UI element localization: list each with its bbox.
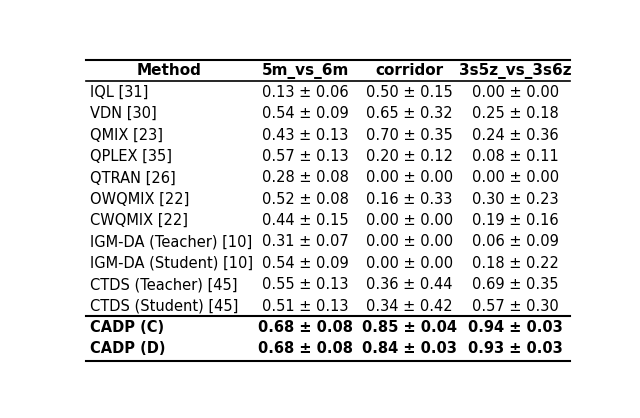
- Text: 0.06 ± 0.09: 0.06 ± 0.09: [472, 234, 559, 250]
- Text: IGM-DA (Student) [10]: IGM-DA (Student) [10]: [90, 256, 253, 271]
- Text: 0.18 ± 0.22: 0.18 ± 0.22: [472, 256, 559, 271]
- Text: 0.70 ± 0.35: 0.70 ± 0.35: [365, 127, 452, 143]
- Text: 0.00 ± 0.00: 0.00 ± 0.00: [365, 171, 452, 185]
- Text: corridor: corridor: [375, 64, 443, 79]
- Text: 0.68 ± 0.08: 0.68 ± 0.08: [257, 342, 353, 357]
- Text: 3s5z_vs_3s6z: 3s5z_vs_3s6z: [460, 63, 572, 79]
- Text: 0.30 ± 0.23: 0.30 ± 0.23: [472, 192, 559, 207]
- Text: 0.57 ± 0.13: 0.57 ± 0.13: [262, 149, 348, 164]
- Text: CADP (C): CADP (C): [90, 320, 164, 335]
- Text: 0.50 ± 0.15: 0.50 ± 0.15: [365, 85, 452, 100]
- Text: QPLEX [35]: QPLEX [35]: [90, 149, 172, 164]
- Text: 0.00 ± 0.00: 0.00 ± 0.00: [472, 85, 559, 100]
- Text: 0.24 ± 0.36: 0.24 ± 0.36: [472, 127, 559, 143]
- Text: CWQMIX [22]: CWQMIX [22]: [90, 213, 188, 228]
- Text: CTDS (Teacher) [45]: CTDS (Teacher) [45]: [90, 277, 237, 292]
- Text: 0.25 ± 0.18: 0.25 ± 0.18: [472, 106, 559, 121]
- Text: 0.19 ± 0.16: 0.19 ± 0.16: [472, 213, 559, 228]
- Text: 0.57 ± 0.30: 0.57 ± 0.30: [472, 298, 559, 314]
- Text: 0.65 ± 0.32: 0.65 ± 0.32: [366, 106, 452, 121]
- Text: 0.36 ± 0.44: 0.36 ± 0.44: [366, 277, 452, 292]
- Text: 0.51 ± 0.13: 0.51 ± 0.13: [262, 298, 348, 314]
- Text: IGM-DA (Teacher) [10]: IGM-DA (Teacher) [10]: [90, 234, 252, 250]
- Text: CADP (D): CADP (D): [90, 342, 165, 357]
- Text: QMIX [23]: QMIX [23]: [90, 127, 163, 143]
- Text: 0.13 ± 0.06: 0.13 ± 0.06: [262, 85, 348, 100]
- Text: 0.34 ± 0.42: 0.34 ± 0.42: [366, 298, 452, 314]
- Text: 0.20 ± 0.12: 0.20 ± 0.12: [365, 149, 452, 164]
- Text: 0.43 ± 0.13: 0.43 ± 0.13: [262, 127, 348, 143]
- Text: 0.00 ± 0.00: 0.00 ± 0.00: [365, 234, 452, 250]
- Text: 0.44 ± 0.15: 0.44 ± 0.15: [262, 213, 348, 228]
- Text: 0.31 ± 0.07: 0.31 ± 0.07: [262, 234, 348, 250]
- Text: Method: Method: [137, 64, 202, 79]
- Text: 0.69 ± 0.35: 0.69 ± 0.35: [472, 277, 559, 292]
- Text: 0.00 ± 0.00: 0.00 ± 0.00: [365, 213, 452, 228]
- Text: 0.00 ± 0.00: 0.00 ± 0.00: [365, 256, 452, 271]
- Text: 0.16 ± 0.33: 0.16 ± 0.33: [366, 192, 452, 207]
- Text: 0.00 ± 0.00: 0.00 ± 0.00: [472, 171, 559, 185]
- Text: 0.85 ± 0.04: 0.85 ± 0.04: [362, 320, 456, 335]
- Text: 0.08 ± 0.11: 0.08 ± 0.11: [472, 149, 559, 164]
- Text: VDN [30]: VDN [30]: [90, 106, 157, 121]
- Text: CTDS (Student) [45]: CTDS (Student) [45]: [90, 298, 238, 314]
- Text: 0.52 ± 0.08: 0.52 ± 0.08: [262, 192, 348, 207]
- Text: 5m_vs_6m: 5m_vs_6m: [261, 63, 349, 79]
- Text: 0.94 ± 0.03: 0.94 ± 0.03: [468, 320, 563, 335]
- Text: 0.54 ± 0.09: 0.54 ± 0.09: [262, 106, 348, 121]
- Text: 0.93 ± 0.03: 0.93 ± 0.03: [468, 342, 563, 357]
- Text: 0.84 ± 0.03: 0.84 ± 0.03: [362, 342, 456, 357]
- Text: 0.68 ± 0.08: 0.68 ± 0.08: [257, 320, 353, 335]
- Text: 0.54 ± 0.09: 0.54 ± 0.09: [262, 256, 348, 271]
- Text: OWQMIX [22]: OWQMIX [22]: [90, 192, 189, 207]
- Text: 0.55 ± 0.13: 0.55 ± 0.13: [262, 277, 348, 292]
- Text: 0.28 ± 0.08: 0.28 ± 0.08: [262, 171, 348, 185]
- Text: IQL [31]: IQL [31]: [90, 85, 148, 100]
- Text: QTRAN [26]: QTRAN [26]: [90, 171, 175, 185]
